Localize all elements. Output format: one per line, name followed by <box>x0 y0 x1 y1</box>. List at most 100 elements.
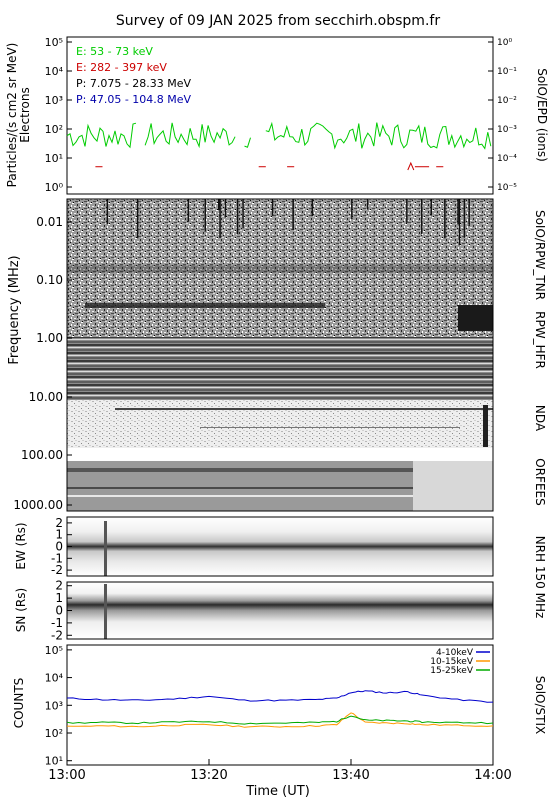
radio-y-tick-label: 0.01 <box>36 215 63 229</box>
stix-legend-15-25: 15-25keV <box>430 666 474 676</box>
nrh-ew-panel: 210-1-2 EW (Rs) <box>14 516 494 577</box>
particles-legend: E: 53 - 73 keV E: 282 - 397 keV P: 7.075… <box>76 45 192 106</box>
stix-y-label: COUNTS <box>12 678 26 729</box>
nrh-right-label: NRH 150 MHz <box>533 536 547 619</box>
particles-y2-tick-label: 10⁻⁵ <box>497 183 517 193</box>
nda-burst <box>483 405 488 447</box>
stix-y-ticks: 10¹ 10² 10³ 10⁴ 10⁵ <box>45 644 72 768</box>
legend-protons-high: P: 47.05 - 104.8 MeV <box>76 93 192 106</box>
nrh-ew-y-tick-label: 0 <box>55 540 63 554</box>
tnr-spike <box>187 199 190 222</box>
tnr-spike <box>463 199 466 238</box>
radio-y-tick-label: 1.00 <box>36 331 63 345</box>
orfees-band-3 <box>67 495 413 497</box>
particles-y-tick-label: 10⁰ <box>45 181 64 194</box>
tnr-spike <box>444 199 446 239</box>
tnr-spike <box>224 199 227 218</box>
legend-protons-low: P: 7.075 - 28.33 MeV <box>76 77 192 90</box>
particles-y-label: Particles/(s cm2 sr MeV) <box>5 43 19 188</box>
electrons-low-trace <box>66 122 137 149</box>
tnr-spike <box>218 199 220 210</box>
time-tick-label: 13:00 <box>48 768 85 783</box>
tnr-label: SoIO/RPW_TNR <box>533 210 547 300</box>
legend-electrons-high: E: 282 - 397 keV <box>76 61 167 74</box>
electrons-high-spike <box>407 161 415 171</box>
nda-label: NDA <box>533 405 547 432</box>
radio-y-tick-label: 100.00 <box>21 448 63 462</box>
stix-y-tick-label: 10² <box>45 727 63 740</box>
tnr-spike <box>106 199 109 225</box>
tnr-spike <box>430 199 432 216</box>
stix-right-label: SolO/STIX <box>533 676 547 735</box>
nrh-sn-y-ticks: 210-1-2 <box>51 579 72 642</box>
radio-y-tick-label: 0.10 <box>36 273 63 287</box>
particles-y2-ticks: 10⁻⁵ 10⁻⁴ 10⁻³ 10⁻² 10⁻¹ 10⁰ <box>488 38 517 193</box>
time-tick-label: 14:00 <box>474 768 511 783</box>
stix-y-tick-label: 10³ <box>45 699 63 712</box>
nrh-ew-y-tick-label: 1 <box>55 528 63 542</box>
tnr-burst-end <box>458 305 493 331</box>
stix-legend: 4-10keV 10-15keV 15-25keV <box>430 648 490 676</box>
electrons-low-trace <box>144 122 236 149</box>
particles-y-tick-label: 10⁵ <box>45 36 63 49</box>
tnr-spike <box>271 199 274 216</box>
stix-y-tick-label: 10⁵ <box>45 644 63 657</box>
tnr-spike <box>457 199 459 225</box>
time-axis-ticks: 13:00 13:20 13:40 14:00 <box>48 759 512 783</box>
stix-legend-4-10: 4-10keV <box>436 648 474 658</box>
particles-traces <box>66 121 492 171</box>
electrons-low-trace <box>244 137 251 148</box>
nrh-sn-y-tick-label: -2 <box>51 628 63 642</box>
radio-spectrogram-panel: 0.01 0.10 1.00 10.00 100.00 1000.00 Frequency… <box>7 198 547 512</box>
particles-y-label-species: Electrons <box>18 87 32 142</box>
nrh-ew-y-tick-label: -1 <box>51 551 63 565</box>
tnr-spike <box>351 199 353 220</box>
nda-orfees-gap <box>67 448 493 461</box>
radio-y-label: Frequency (MHz) <box>7 255 22 364</box>
tnr-spike <box>458 199 461 246</box>
tnr-spike <box>204 199 206 232</box>
tnr-spike <box>468 199 470 227</box>
hfr-label: RPW_HFR <box>533 311 547 369</box>
particles-y2-tick-label: 10⁻³ <box>497 125 517 135</box>
nrh-sn-y-tick-label: -1 <box>51 616 63 630</box>
tnr-emission-streak <box>85 303 325 308</box>
nda-line-2 <box>200 427 460 428</box>
particles-y2-tick-label: 10⁻² <box>497 96 517 106</box>
particles-y2-tick-label: 10⁰ <box>497 38 512 48</box>
tnr-spike <box>421 199 423 234</box>
time-axis-label: Time (UT) <box>245 784 310 799</box>
tnr-spike <box>406 199 408 223</box>
nrh-sn-y-tick-label: 2 <box>55 579 63 593</box>
nrh-sn-y-label: SN (Rs) <box>14 588 28 632</box>
nrh-ew-image <box>67 517 493 576</box>
stix-y-tick-label: 10¹ <box>45 755 63 768</box>
radio-y-ticks: 0.01 0.10 1.00 10.00 100.00 1000.00 <box>13 215 72 512</box>
nrh-ew-glitch <box>104 521 107 576</box>
nrh-ew-y-ticks: 210-1-2 <box>51 516 72 577</box>
nrh-sn-image <box>67 582 493 639</box>
particles-y2-tick-label: 10⁻¹ <box>497 67 517 77</box>
stix-trace-15-25kev <box>66 715 494 725</box>
nrh-sn-panel: 210-1-2 SN (Rs) NRH 150 MHz <box>14 536 547 643</box>
particles-y-tick-label: 10¹ <box>45 152 63 165</box>
legend-electrons-low: E: 53 - 73 keV <box>76 45 153 58</box>
particles-y-tick-label: 10⁴ <box>45 65 64 78</box>
particles-right-label: SolO/EPD (ions) <box>535 68 549 162</box>
nrh-sn-y-tick-label: 1 <box>55 591 63 605</box>
stix-y-tick-label: 10⁴ <box>45 672 64 685</box>
figure-title: Survey of 09 JAN 2025 from secchirh.obsp… <box>116 13 440 29</box>
tnr-spike <box>292 199 294 230</box>
stix-legend-10-15: 10-15keV <box>430 657 474 667</box>
electrons-low-trace <box>265 121 492 150</box>
radio-y-tick-label: 10.00 <box>29 390 63 404</box>
time-tick-label: 13:20 <box>190 768 227 783</box>
tnr-vertical-spikes <box>106 199 470 246</box>
hfr-spectrogram <box>67 337 493 400</box>
tnr-spike <box>219 199 221 238</box>
particles-y-ticks: 10⁰ 10¹ 10² 10³ 10⁴ 10⁵ <box>45 36 72 194</box>
nda-spectrogram <box>67 400 493 448</box>
orfees-late-segment <box>413 461 493 511</box>
